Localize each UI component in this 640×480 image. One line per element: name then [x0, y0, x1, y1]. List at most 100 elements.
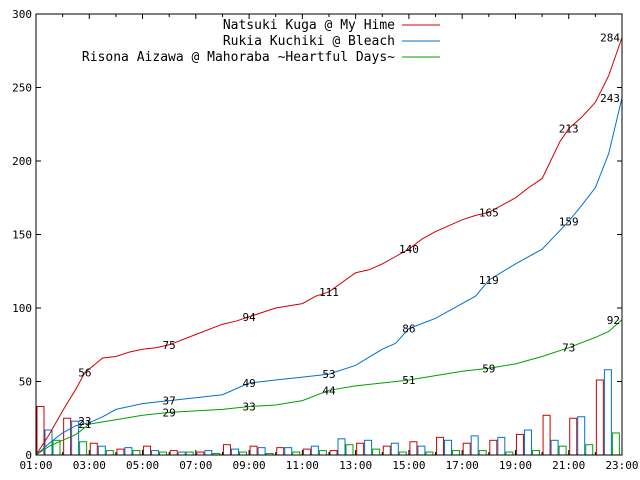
hourly-bar [302, 448, 311, 456]
point-label: 75 [163, 339, 176, 352]
point-label: 92 [607, 314, 620, 327]
x-tick-label: 03:00 [73, 459, 106, 472]
x-tick-label: 07:00 [179, 459, 212, 472]
point-label: 53 [322, 368, 335, 381]
point-label: 49 [242, 377, 255, 390]
y-tick-label: 50 [19, 376, 32, 389]
y-tick-label: 300 [12, 8, 32, 21]
series-line-1 [35, 37, 623, 456]
hourly-bar [356, 442, 365, 456]
hourly-bar [542, 414, 551, 456]
hourly-bar [436, 436, 445, 456]
point-label: 119 [479, 274, 499, 287]
series-line-2 [35, 97, 623, 456]
hourly-bar [79, 441, 88, 456]
hourly-bar [603, 369, 612, 456]
point-label: 73 [562, 342, 575, 355]
hourly-bar [132, 450, 141, 456]
point-label: 23 [78, 415, 91, 428]
x-tick-label: 11:00 [286, 459, 319, 472]
hourly-bar [230, 448, 239, 456]
x-tick-label: 13:00 [339, 459, 372, 472]
hourly-bar [329, 450, 338, 456]
hourly-bar [470, 435, 479, 456]
point-label: 86 [402, 323, 415, 336]
point-label: 94 [242, 311, 256, 324]
hourly-bar [105, 450, 114, 456]
y-tick-label: 0 [25, 449, 32, 462]
point-label: 284 [600, 32, 620, 45]
hourly-bar [531, 450, 540, 456]
point-label: 165 [479, 206, 499, 219]
x-tick-label: 19:00 [499, 459, 532, 472]
hourly-bar [249, 445, 258, 456]
hourly-bar [444, 439, 453, 456]
point-label: 56 [78, 367, 91, 380]
point-label: 140 [399, 243, 419, 256]
hourly-bar [97, 445, 106, 456]
point-label: 159 [559, 215, 579, 228]
y-tick-label: 250 [12, 82, 32, 95]
y-tick-label: 100 [12, 302, 32, 315]
hourly-bar [382, 445, 391, 456]
x-tick-label: 01:00 [19, 459, 52, 472]
x-tick-label: 09:00 [233, 459, 266, 472]
hourly-bar [585, 444, 594, 456]
series-lines [35, 37, 623, 456]
hourly-bar [409, 441, 418, 456]
point-label: 44 [322, 384, 336, 397]
hourly-bar [452, 450, 461, 456]
hourly-bar [116, 448, 125, 456]
hourly-bar [577, 416, 586, 456]
hourly-bar [310, 445, 319, 456]
hourly-bar [478, 450, 487, 456]
hourly-bar [558, 445, 567, 456]
x-tick-label: 21:00 [552, 459, 585, 472]
hourly-bar [222, 444, 231, 456]
point-label: 21 [78, 418, 91, 431]
hourly-bar [169, 450, 178, 456]
series-line-3 [35, 319, 623, 456]
hourly-bar [257, 447, 266, 456]
point-label: 59 [482, 362, 495, 375]
hourly-bar [124, 447, 133, 456]
x-tick-label: 05:00 [126, 459, 159, 472]
x-tick-label: 15:00 [392, 459, 425, 472]
hourly-bar [550, 439, 559, 456]
hourly-bar [364, 439, 373, 456]
hourly-bar [462, 442, 471, 456]
hourly-bar [151, 450, 160, 456]
hourly-bar [611, 432, 620, 456]
hourly-bar [390, 442, 399, 456]
hourly-bar [569, 417, 578, 456]
hourly-bar [143, 445, 152, 456]
hourly-bar [523, 429, 532, 456]
legend-label: Rukia Kuchiki @ Bleach [223, 34, 395, 49]
hourly-bar [595, 379, 604, 456]
hourly-bar [204, 450, 213, 456]
point-label: 29 [163, 406, 176, 419]
point-label: 111 [319, 286, 339, 299]
point-label: 37 [163, 395, 176, 408]
hourly-bar [345, 444, 354, 456]
x-tick-label: 23:00 [605, 459, 638, 472]
hourly-bars [36, 369, 620, 456]
hourly-bar [417, 445, 426, 456]
legend-label: Risona Aizawa @ Mahoraba ~Heartful Days~ [82, 50, 395, 65]
hourly-bar [318, 450, 327, 456]
hourly-bar [372, 448, 381, 456]
hourly-bar [497, 436, 506, 456]
hourly-bar [284, 447, 293, 456]
point-label: 243 [600, 92, 620, 105]
hourly-bar [337, 438, 346, 456]
point-label: 51 [402, 374, 415, 387]
legend-label: Natsuki Kuga @ My Hime [223, 18, 395, 33]
axes: 0 50 100 150 200 250 300 01:00 03:00 05:00 07:00 09… [12, 8, 638, 472]
hourly-bar [63, 417, 72, 456]
point-label: 213 [559, 123, 579, 136]
hourly-bar [515, 433, 524, 456]
y-tick-label: 150 [12, 229, 32, 242]
hourly-bar [489, 439, 498, 456]
